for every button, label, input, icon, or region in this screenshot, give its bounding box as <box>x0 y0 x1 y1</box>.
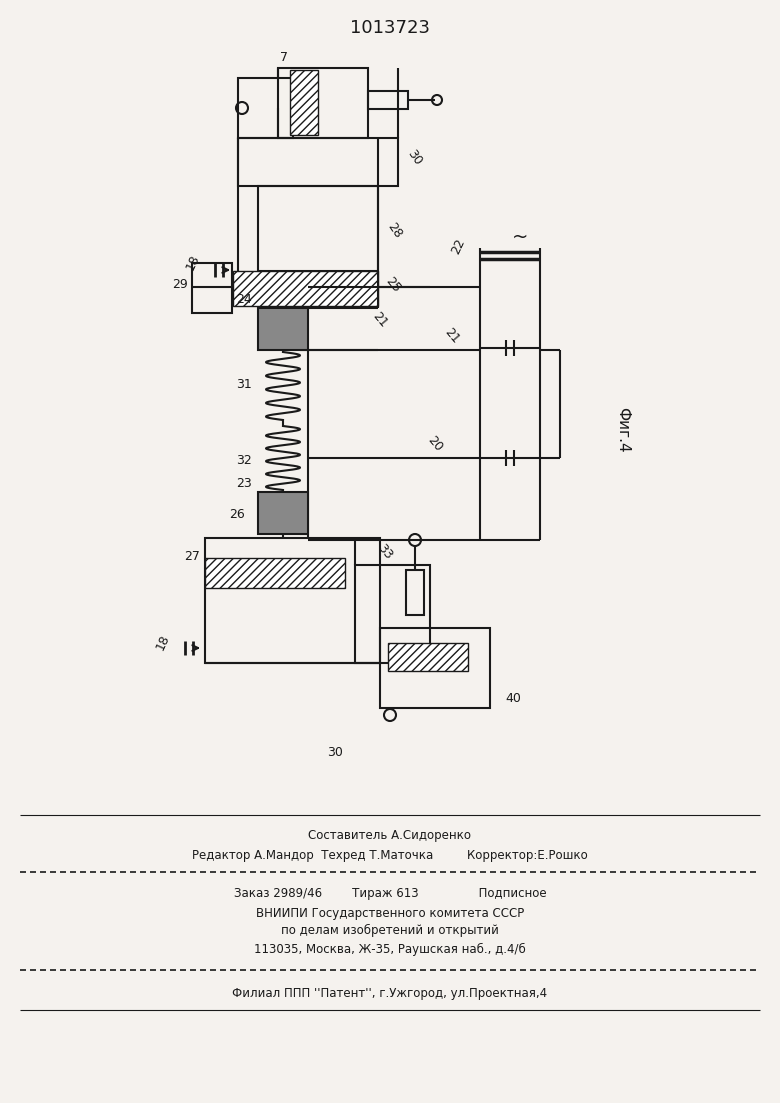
Text: 1013723: 1013723 <box>350 19 430 38</box>
Bar <box>233 271 378 306</box>
Text: Редактор А.Мандор  Техред Т.Маточка         Корректор:Е.Рошко: Редактор А.Мандор Техред Т.Маточка Корре… <box>192 849 588 863</box>
Text: по делам изобретений и открытий: по делам изобретений и открытий <box>281 923 499 936</box>
Text: 18: 18 <box>154 632 172 652</box>
Text: 25: 25 <box>383 275 403 296</box>
Text: 40: 40 <box>505 692 521 705</box>
Bar <box>238 138 398 186</box>
Bar <box>388 643 468 671</box>
Bar <box>355 565 430 663</box>
Text: 32: 32 <box>236 453 252 467</box>
Text: 30: 30 <box>327 747 343 760</box>
Bar <box>192 263 232 313</box>
Bar <box>278 68 368 138</box>
Text: 33: 33 <box>375 542 395 563</box>
Text: Заказ 2989/46        Тираж 613                Подписное: Заказ 2989/46 Тираж 613 Подписное <box>234 887 546 900</box>
Text: Составитель А.Сидоренко: Составитель А.Сидоренко <box>309 828 471 842</box>
Text: ~: ~ <box>512 227 528 246</box>
Text: 29: 29 <box>172 278 188 291</box>
Text: 21: 21 <box>442 325 462 346</box>
Text: 113035, Москва, Ж-35, Раушская наб., д.4/б: 113035, Москва, Ж-35, Раушская наб., д.4… <box>254 942 526 955</box>
Text: Филиал ППП ''Патент'', г.Ужгород, ул.Проектная,4: Филиал ППП ''Патент'', г.Ужгород, ул.Про… <box>232 986 548 999</box>
Bar <box>406 570 424 615</box>
Text: 28: 28 <box>385 219 405 240</box>
Bar <box>290 69 318 135</box>
Text: 22: 22 <box>449 236 468 256</box>
Bar <box>258 308 308 350</box>
Text: 24: 24 <box>236 293 252 306</box>
Text: 7: 7 <box>280 51 288 64</box>
Text: 23: 23 <box>236 476 252 490</box>
Text: Фиг.4: Фиг.4 <box>615 407 630 453</box>
Text: 18: 18 <box>183 253 202 272</box>
Text: 31: 31 <box>236 378 252 392</box>
Bar <box>205 558 345 588</box>
Bar <box>380 628 490 708</box>
Bar <box>258 492 308 534</box>
Bar <box>238 78 293 138</box>
Text: 27: 27 <box>184 550 200 563</box>
Bar <box>368 92 408 109</box>
Bar <box>205 538 380 663</box>
Text: 21: 21 <box>370 310 390 330</box>
Text: 26: 26 <box>229 507 245 521</box>
Text: 20: 20 <box>425 433 445 454</box>
Bar <box>258 186 378 271</box>
Text: 30: 30 <box>405 147 425 168</box>
Text: ВНИИПИ Государственного комитета СССР: ВНИИПИ Государственного комитета СССР <box>256 907 524 920</box>
